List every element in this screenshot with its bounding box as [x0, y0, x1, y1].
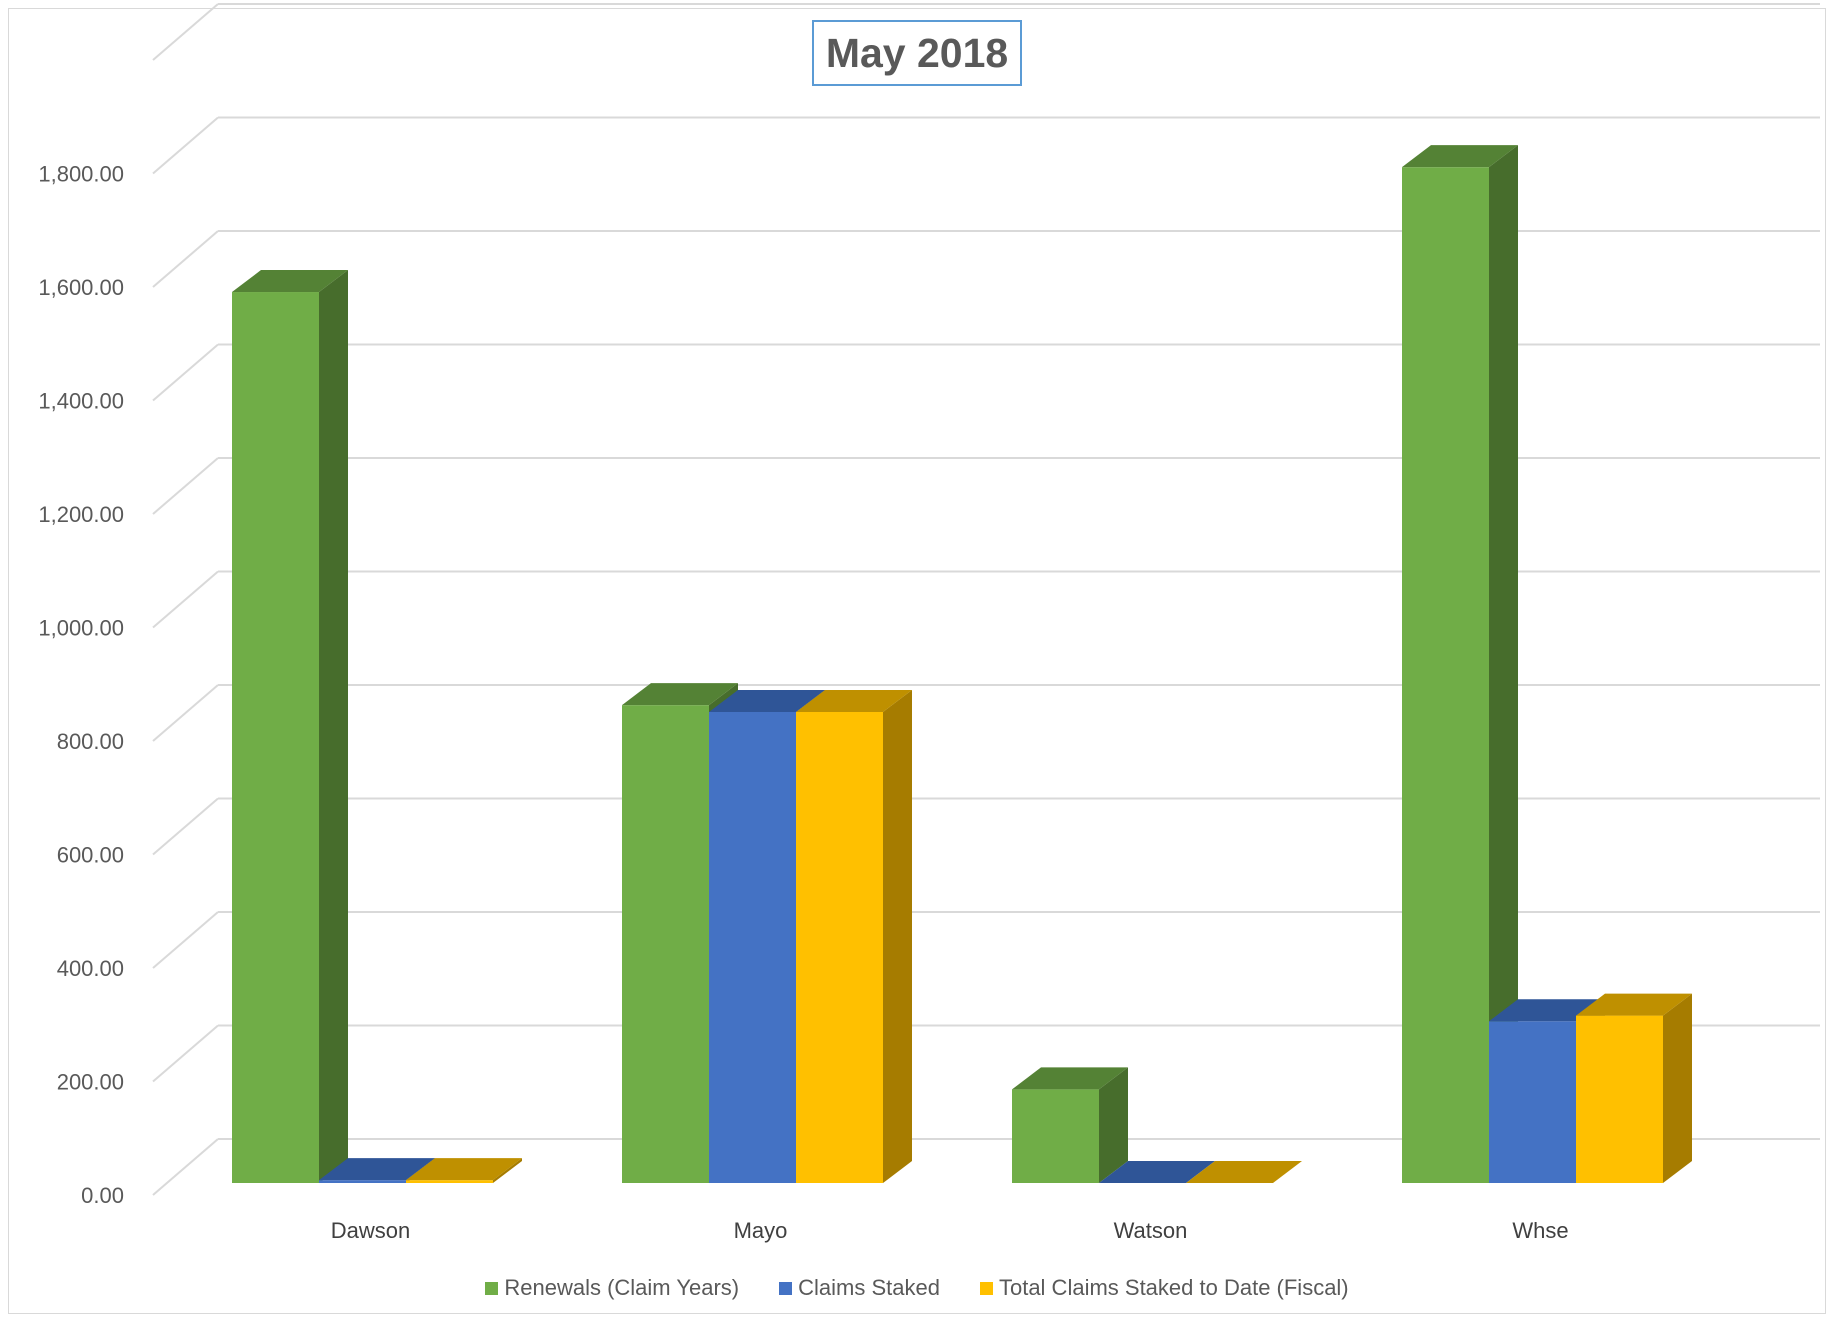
bar-top: [1012, 1067, 1128, 1090]
bar-side: [883, 689, 912, 1183]
gridline-diagonal: [152, 343, 219, 402]
gridlines: [152, 3, 1820, 1196]
bar-top: [319, 1158, 435, 1181]
gridline-diagonal: [152, 1024, 219, 1083]
legend-swatch: [979, 1281, 993, 1295]
gridline-diagonal: [152, 457, 219, 515]
bar: [319, 1180, 406, 1183]
bar-side: [319, 270, 348, 1183]
legend-swatch: [779, 1281, 793, 1295]
gridline-diagonal: [152, 911, 219, 969]
y-tick-label: 200.00: [57, 1070, 124, 1095]
gridline-diagonal: [152, 797, 219, 856]
legend-label: Total Claims Staked to Date (Fiscal): [998, 1275, 1349, 1300]
x-category-label: Watson: [1114, 1218, 1188, 1243]
bars: [232, 145, 1692, 1184]
bar: [1012, 1089, 1099, 1183]
bar-top: [1099, 1161, 1215, 1183]
y-tick-label: 400.00: [57, 956, 124, 981]
bar-side: [1489, 145, 1518, 1183]
y-tick-label: 1,200.00: [38, 502, 124, 527]
legend-swatch: [485, 1281, 499, 1295]
gridline-diagonal: [152, 230, 219, 288]
bar-top: [1186, 1161, 1302, 1183]
x-category-label: Dawson: [331, 1218, 410, 1243]
bar: [709, 711, 796, 1183]
y-tick-label: 600.00: [57, 843, 124, 868]
y-axis-ticks: 0.00 200.00 400.00 600.00 800.00 1,000.00 1,20…: [38, 162, 124, 1209]
bar-top: [796, 689, 912, 712]
x-category-label: Whse: [1512, 1218, 1568, 1243]
legend: Renewals (Claim Years) Claims Staked Total…: [0, 1270, 1834, 1306]
y-tick-label: 1,800.00: [38, 162, 124, 187]
bar: [232, 292, 319, 1183]
bar-top: [406, 1158, 522, 1181]
gridline-diagonal: [152, 3, 219, 61]
bar-side: [493, 1158, 522, 1183]
bar-top: [232, 270, 348, 293]
gridline-diagonal: [152, 570, 219, 629]
gridline-diagonal: [152, 684, 219, 742]
bar-side: [1663, 993, 1692, 1183]
gridline-diagonal: [152, 116, 219, 175]
bar: [796, 711, 883, 1183]
legend-item: Total Claims Staked to Date (Fiscal): [979, 1275, 1349, 1301]
bar-top: [709, 689, 825, 712]
y-tick-label: 1,000.00: [38, 616, 124, 641]
y-tick-label: 1,600.00: [38, 275, 124, 300]
bar-top: [1576, 993, 1692, 1016]
bar-top: [622, 683, 738, 706]
y-tick-label: 800.00: [57, 729, 124, 754]
legend-label: Claims Staked: [798, 1275, 940, 1300]
chart-title: May 2018: [812, 20, 1022, 86]
x-category-label: Mayo: [734, 1218, 788, 1243]
bar: [1576, 1015, 1663, 1183]
bar: [406, 1180, 493, 1183]
gridline-diagonal: [152, 1138, 219, 1196]
legend-item: Renewals (Claim Years): [485, 1275, 739, 1301]
legend-item: Claims Staked: [779, 1275, 940, 1301]
bar-top: [1402, 145, 1518, 168]
bar: [622, 705, 709, 1183]
x-axis-categories: Dawson Mayo Watson Whse: [331, 1218, 1569, 1243]
bar: [1402, 167, 1489, 1184]
bar-side: [1099, 1067, 1128, 1183]
y-tick-label: 1,400.00: [38, 389, 124, 414]
bar: [1489, 1021, 1576, 1183]
y-tick-label: 0.00: [81, 1183, 124, 1208]
legend-label: Renewals (Claim Years): [504, 1275, 740, 1300]
